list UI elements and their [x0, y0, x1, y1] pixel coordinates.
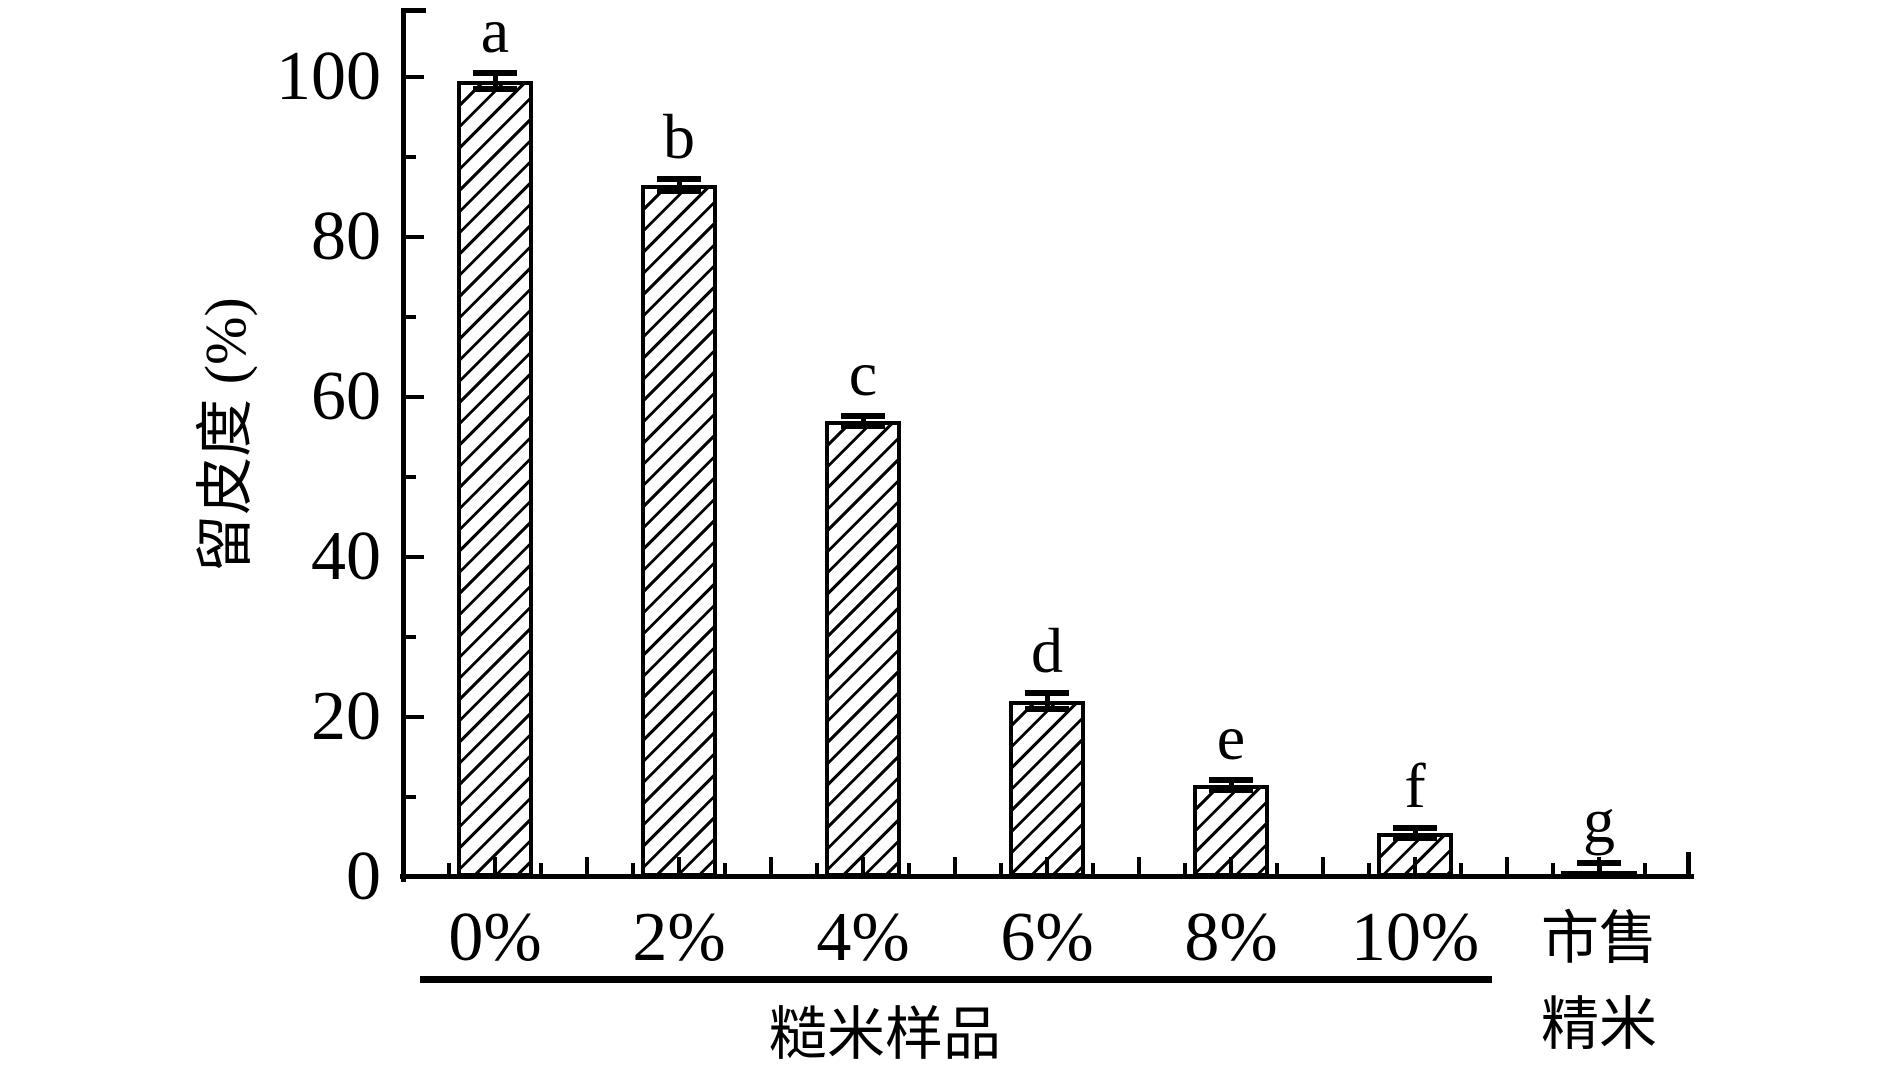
sig-letter-g: g: [1583, 785, 1615, 857]
y-axis-end-cap: [404, 8, 426, 13]
x-tick-label-line: 8%: [1184, 899, 1278, 976]
error-bar-line: [861, 416, 866, 426]
error-bar-line: [677, 178, 682, 192]
sig-letter-d: d: [1031, 615, 1063, 686]
y-tick-label: 80: [311, 198, 381, 275]
x-group-underline: [420, 976, 1492, 983]
x-group-label: 糙米样品: [768, 1002, 1001, 1067]
x-axis-line: [400, 874, 1694, 879]
sig-letter-e: e: [1216, 702, 1246, 774]
x-tick-label-1: 0%: [403, 902, 587, 974]
x-major-tick: [953, 857, 957, 874]
y-major-tick: [404, 395, 424, 399]
error-bar-cap-bottom: [1209, 786, 1253, 793]
x-tick-label-line: 精米: [1540, 992, 1657, 1057]
error-bar-cap-top: [473, 70, 517, 76]
x-tick-label-line: 6%: [1000, 899, 1094, 976]
y-tick-label: 60: [311, 358, 381, 435]
bar-4: [1009, 701, 1085, 877]
x-tick-label-6: 10%: [1323, 902, 1507, 974]
x-major-tick: [493, 857, 497, 874]
y-major-tick: [404, 555, 424, 559]
x-axis-end-cap: [1686, 852, 1691, 874]
x-major-tick: [1505, 857, 1509, 874]
y-minor-tick: [404, 635, 416, 639]
x-minor-tick: [1275, 863, 1279, 874]
x-minor-tick: [631, 863, 635, 874]
sig-letter-c: c: [848, 338, 878, 410]
error-bar-cap-bottom: [1577, 872, 1621, 878]
x-tick-label-line: 4%: [816, 899, 910, 976]
error-bar-cap-bottom: [657, 188, 701, 195]
sig-letter-f: f: [1404, 750, 1426, 822]
y-minor-tick: [404, 795, 416, 799]
sig-letter-a: a: [480, 0, 510, 66]
error-bar-line: [1597, 863, 1602, 875]
error-bar-cap-top: [1577, 860, 1621, 867]
x-major-tick: [769, 857, 773, 874]
x-tick-label-2: 2%: [587, 902, 771, 974]
x-minor-tick: [815, 863, 819, 874]
y-major-tick: [404, 75, 424, 79]
error-bar-cap-bottom: [1025, 706, 1069, 712]
error-bar-line: [1413, 828, 1418, 838]
sig-letter-b: b: [663, 100, 695, 172]
y-tick-label: 20: [311, 678, 381, 755]
y-minor-tick: [404, 155, 416, 159]
x-major-tick: [1321, 857, 1325, 874]
x-minor-tick: [1091, 863, 1095, 874]
y-major-tick: [404, 235, 424, 239]
x-minor-tick: [1643, 863, 1647, 874]
x-minor-tick: [907, 863, 911, 874]
x-major-tick: [585, 857, 589, 874]
x-major-tick: [1413, 857, 1417, 874]
y-tick-label: 0: [346, 838, 381, 915]
x-major-tick: [677, 857, 681, 874]
bar-2: [641, 185, 717, 877]
x-minor-tick: [999, 863, 1003, 874]
x-major-tick: [1045, 857, 1049, 874]
x-minor-tick: [1459, 863, 1463, 874]
x-major-tick: [1137, 857, 1141, 874]
y-minor-tick: [404, 475, 416, 479]
error-bar-cap-top: [657, 175, 701, 182]
y-tick-label: 40: [311, 518, 381, 595]
error-bar-line: [493, 73, 498, 89]
x-minor-tick: [447, 863, 451, 874]
error-bar-cap-top: [1393, 825, 1437, 832]
y-minor-tick: [404, 315, 416, 319]
bar-3: [825, 421, 901, 877]
x-tick-label-7: 市售 精米: [1507, 896, 1691, 1068]
x-major-tick: [861, 857, 865, 874]
y-axis-line: [401, 8, 406, 882]
error-bar-cap-top: [1209, 777, 1253, 784]
y-tick-label: 100: [276, 38, 381, 115]
x-tick-label-4: 6%: [955, 902, 1139, 974]
y-major-tick: [404, 715, 424, 719]
x-minor-tick: [1551, 863, 1555, 874]
x-tick-label-line: 市售: [1540, 906, 1657, 971]
error-bar-line: [1045, 693, 1050, 709]
x-minor-tick: [539, 863, 543, 874]
error-bar-line: [1229, 780, 1234, 790]
bar-1: [457, 81, 533, 877]
x-minor-tick: [1367, 863, 1371, 874]
x-tick-label-5: 8%: [1139, 902, 1323, 974]
error-bar-cap-bottom: [841, 422, 885, 429]
x-minor-tick: [723, 863, 727, 874]
error-bar-cap-top: [1025, 690, 1069, 696]
error-bar-cap-bottom: [1393, 834, 1437, 841]
x-major-tick: [1229, 857, 1233, 874]
x-tick-label-line: 10%: [1350, 899, 1480, 976]
error-bar-cap-top: [841, 413, 885, 420]
x-minor-tick: [1183, 863, 1187, 874]
x-tick-label-line: 0%: [448, 899, 542, 976]
x-tick-label-3: 4%: [771, 902, 955, 974]
x-tick-label-line: 2%: [632, 899, 726, 976]
error-bar-cap-bottom: [473, 86, 517, 92]
